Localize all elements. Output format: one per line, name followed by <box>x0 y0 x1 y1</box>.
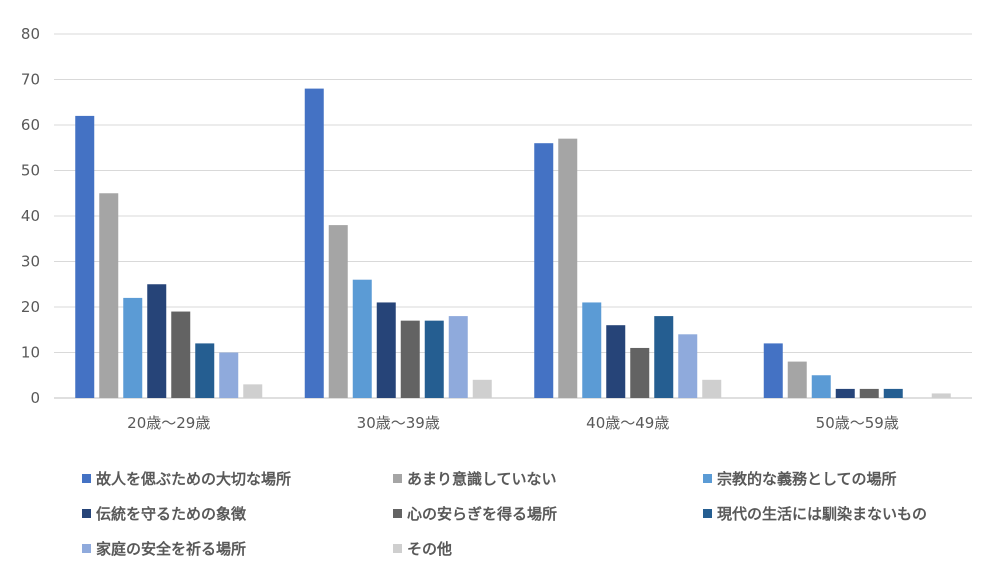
bar-2-8 <box>472 379 492 398</box>
bar-3-3 <box>582 302 602 398</box>
legend-label: 宗教的な義務としての場所 <box>717 470 897 488</box>
grid-lines <box>54 33 972 399</box>
legend-swatch <box>703 474 712 483</box>
bar-3-5 <box>630 347 650 398</box>
legend-swatch <box>393 544 402 553</box>
legend-item: 宗教的な義務としての場所 <box>703 470 897 488</box>
legend-item: あまり意識していない <box>393 470 557 488</box>
x-category-label: 40歳〜49歳 <box>586 414 669 432</box>
legend-item: 故人を偲ぶための大切な場所 <box>82 470 291 488</box>
bar-4-2 <box>787 361 807 398</box>
bar-3-6 <box>654 316 674 398</box>
y-tick-label: 0 <box>30 389 40 407</box>
y-tick-label: 40 <box>21 207 40 225</box>
legend-item: 家庭の安全を祈る場所 <box>82 540 246 558</box>
x-axis-categories: 20歳〜29歳 30歳〜39歳 40歳〜49歳 50歳〜59歳 <box>127 414 899 432</box>
y-tick-label: 80 <box>21 25 40 43</box>
bar-1-2 <box>99 193 119 398</box>
bar-4-8 <box>931 393 951 398</box>
x-category-label: 30歳〜39歳 <box>357 414 440 432</box>
y-tick-label: 50 <box>21 162 40 180</box>
bar-2-5 <box>400 320 420 398</box>
x-category-label: 50歳〜59歳 <box>816 414 899 432</box>
bar-3-4 <box>606 325 626 398</box>
legend-swatch <box>703 509 712 518</box>
legend-item: 心の安らぎを得る場所 <box>393 505 557 523</box>
bar-1-3 <box>123 297 143 398</box>
bar-3-8 <box>702 379 722 398</box>
y-tick-label: 20 <box>21 298 40 316</box>
bar-2-1 <box>304 88 324 398</box>
bar-3-2 <box>558 138 578 398</box>
bar-2-2 <box>328 225 348 398</box>
bar-4-5 <box>859 388 879 398</box>
legend-label: その他 <box>407 540 452 558</box>
bar-2-7 <box>448 316 468 398</box>
bar-1-4 <box>147 284 167 398</box>
bar-3-1 <box>534 143 554 398</box>
legend-swatch <box>82 544 91 553</box>
bar-4-4 <box>835 388 855 398</box>
legend-item: 伝統を守るための象徴 <box>82 505 247 523</box>
x-category-label: 20歳〜29歳 <box>127 414 210 432</box>
legend-item: 現代の生活には馴染まないもの <box>703 505 927 523</box>
bar-1-5 <box>171 311 191 398</box>
bar-1-6 <box>195 343 215 398</box>
bar-4-3 <box>811 375 831 398</box>
y-tick-label: 10 <box>21 344 40 362</box>
legend-swatch <box>393 509 402 518</box>
bar-4-6 <box>883 388 903 398</box>
legend-label: 現代の生活には馴染まないもの <box>717 505 927 523</box>
legend-swatch <box>82 509 91 518</box>
y-tick-label: 60 <box>21 116 40 134</box>
bar-1-7 <box>219 352 239 398</box>
legend-swatch <box>393 474 402 483</box>
y-tick-label: 70 <box>21 71 40 89</box>
legend: 故人を偲ぶための大切な場所 あまり意識していない 宗教的な義務としての場所伝統を守る… <box>82 470 927 558</box>
legend-label: 伝統を守るための象徴 <box>96 505 247 523</box>
legend-swatch <box>82 474 91 483</box>
legend-label: 家庭の安全を祈る場所 <box>96 540 246 558</box>
legend-label: 心の安らぎを得る場所 <box>407 505 557 523</box>
bar-3-7 <box>678 334 698 398</box>
bar-4-1 <box>763 343 783 398</box>
bar-1-1 <box>75 115 95 399</box>
y-tick-label: 30 <box>21 253 40 271</box>
bar-2-4 <box>376 302 396 398</box>
legend-label: あまり意識していない <box>407 470 557 488</box>
legend-label: 故人を偲ぶための大切な場所 <box>96 470 291 488</box>
y-axis-ticks: 0 10 20 30 40 50 60 70 80 <box>21 25 40 407</box>
bar-2-6 <box>424 320 444 398</box>
legend-item: その他 <box>393 540 452 558</box>
bar-2-3 <box>352 279 372 398</box>
bar-1-8 <box>243 384 263 398</box>
bars <box>75 88 951 399</box>
